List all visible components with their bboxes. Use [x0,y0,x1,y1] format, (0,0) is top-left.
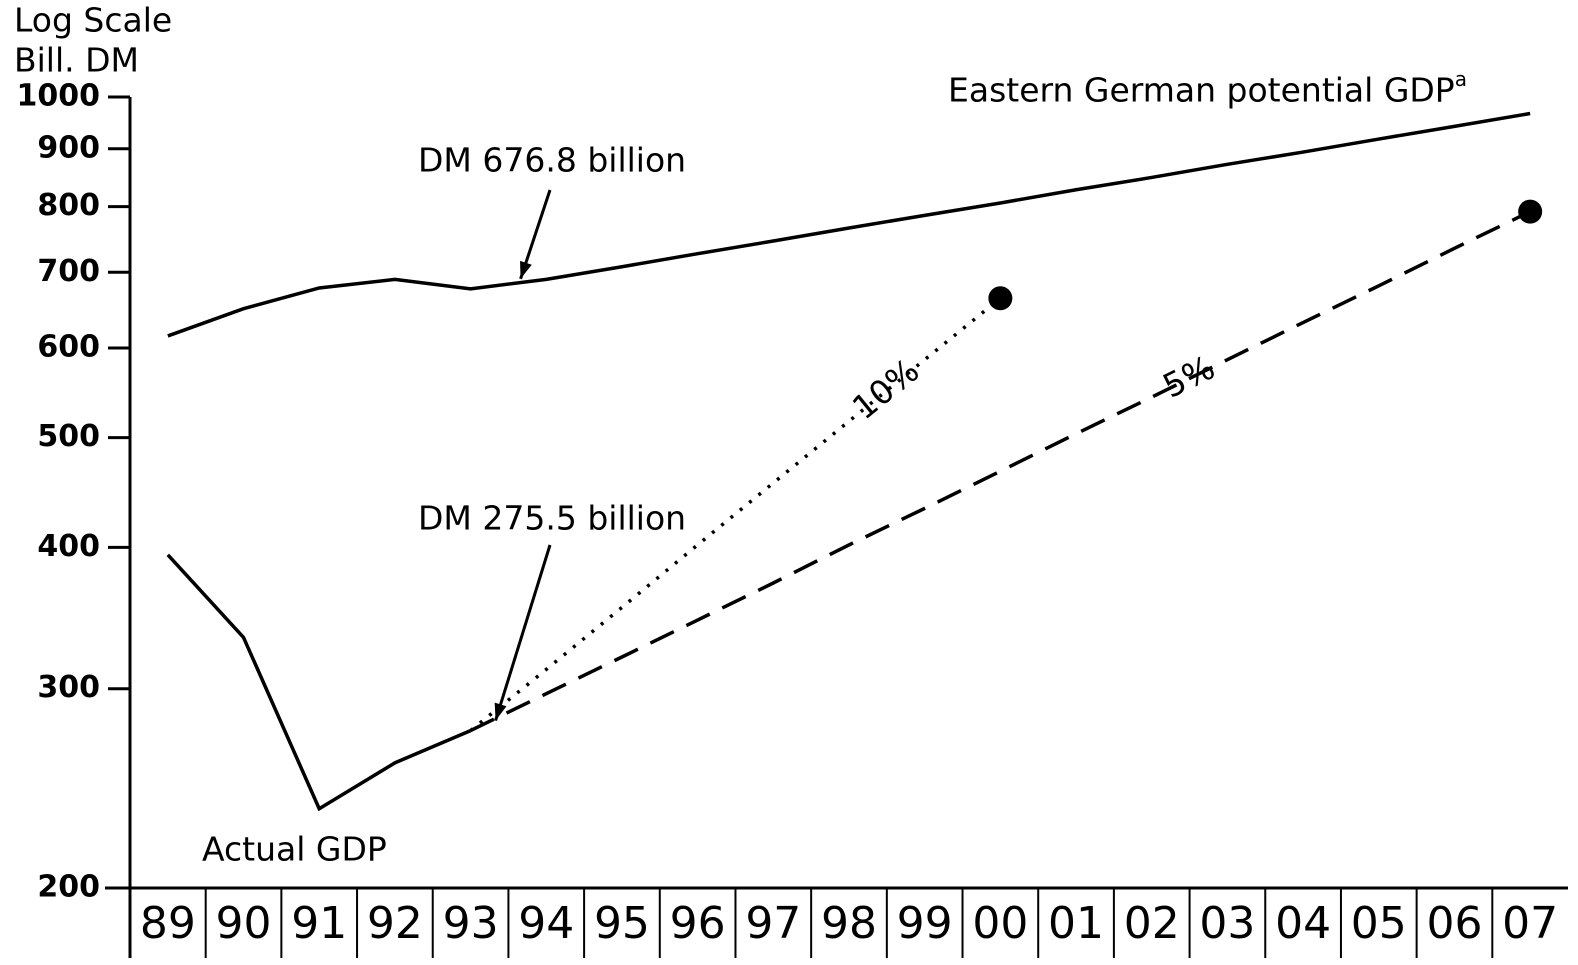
annotation-arrow [494,544,552,722]
series-line [167,111,1531,338]
x-tick-label: 05 [1351,898,1407,949]
x-tick-label: 06 [1426,898,1482,949]
series-label: Eastern German potential GDPa [948,67,1467,110]
series-label: 5% [1157,348,1221,406]
x-tick-label: 02 [1124,898,1180,949]
series-line [166,553,472,812]
footnote-marker: a [1455,67,1467,91]
x-tick-label: 04 [1275,898,1331,949]
y-tick-label: 200 [37,870,100,905]
series-line [469,210,1531,733]
y-tick-label: 1000 [17,79,101,114]
arrow-head [520,260,532,279]
end-marker [1518,199,1543,224]
y-tick-label: 600 [37,330,100,365]
end-marker [988,286,1013,311]
x-tick-label: 89 [140,898,196,949]
x-tick-label: 01 [1048,898,1104,949]
y-axis-label: Log Scale [14,1,172,40]
x-tick-label: 90 [216,898,272,949]
series-label: Actual GDP [202,830,387,869]
y-axis-label: Bill. DM [14,41,139,80]
x-tick-label: 93 [443,898,499,949]
y-tick-label: 300 [37,670,100,705]
x-tick-label: 94 [518,898,574,949]
x-tick-label: 99 [897,898,953,949]
y-tick-label: 700 [37,254,100,289]
x-tick-label: 97 [745,898,801,949]
value-label: DM 676.8 billion [418,141,686,180]
series-label: 10% [845,351,927,428]
arrow-head [494,702,507,721]
x-tick-label: 03 [1199,898,1255,949]
x-tick-label: 91 [291,898,347,949]
x-tick-label: 92 [367,898,423,949]
x-tick-label: 98 [821,898,877,949]
value-label: DM 275.5 billion [418,499,686,538]
y-tick-label: 800 [37,188,100,223]
x-tick-label: 00 [972,898,1028,949]
x-tick-label: 07 [1502,898,1558,949]
y-tick-label: 500 [37,419,100,454]
y-tick-label: 400 [37,529,100,564]
x-tick-label: 95 [594,898,650,949]
x-tick-label: 96 [670,898,726,949]
y-tick-label: 900 [37,130,100,165]
